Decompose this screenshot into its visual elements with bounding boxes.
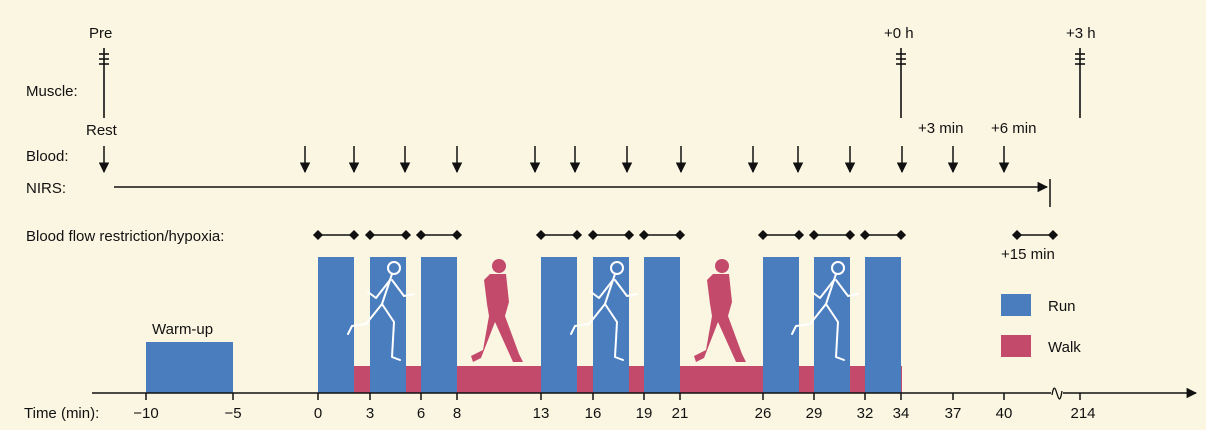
tick-label: 26: [755, 405, 772, 422]
run-bar: [541, 257, 577, 393]
plus-6min-label: +6 min: [991, 120, 1036, 137]
biopsy-marker-0h: [896, 48, 906, 118]
tick-label: 21: [672, 405, 689, 422]
run-bar: [370, 257, 406, 393]
runner-icon: [347, 261, 415, 361]
bfr-interval: [859, 229, 907, 241]
run-bar: [644, 257, 680, 393]
tick-label: 37: [945, 405, 962, 422]
nirs-label: NIRS:: [26, 180, 66, 197]
bfr-interval: [638, 229, 686, 241]
tick-label: 32: [857, 405, 874, 422]
muscle-label: Muscle:: [26, 83, 78, 100]
tick-label: 40: [996, 405, 1013, 422]
walker-icon: [471, 259, 523, 362]
runner-icon: [570, 261, 638, 361]
bfr-interval: [587, 229, 635, 241]
tick-label: 0: [314, 405, 322, 422]
bfr-interval: [415, 229, 463, 241]
plus-15min-label: +15 min: [1001, 246, 1055, 263]
rest-label: Rest: [86, 122, 118, 139]
run-bar: [421, 257, 457, 393]
biopsy-marker-3h: [1075, 48, 1085, 118]
runner-icon: [791, 261, 859, 361]
legend-walk-swatch: [1001, 335, 1031, 357]
blood-label: Blood:: [26, 148, 69, 165]
tick-label: 29: [806, 405, 823, 422]
plus-3min-label: +3 min: [918, 120, 963, 137]
warmup-label: Warm-up: [152, 321, 213, 338]
run-bars: [318, 257, 901, 393]
blood-sample-arrows: [98, 146, 1010, 174]
walker-icon: [694, 259, 746, 362]
tick-label: −10: [133, 405, 158, 422]
biopsy-marker-pre: [99, 48, 109, 118]
tick-label: 214: [1070, 405, 1095, 422]
tick-label: 34: [893, 405, 910, 422]
bfr-interval: [808, 229, 856, 241]
legend-walk-label: Walk: [1048, 339, 1081, 356]
bfr-interval: [757, 229, 805, 241]
bfr-intervals: [312, 229, 1059, 241]
bfr-interval: [312, 229, 360, 241]
bfr-interval: [1011, 229, 1059, 241]
legend-run-label: Run: [1048, 298, 1076, 315]
warmup-block: [146, 342, 233, 393]
plus-3h-label: +3 h: [1066, 25, 1096, 42]
tick-label: 13: [533, 405, 550, 422]
time-tick-labels: −10 −5 0 3 6 8 13 16 19 21 26 29 32 34 3…: [133, 405, 1095, 422]
bfr-interval: [364, 229, 412, 241]
tick-label: 8: [453, 405, 461, 422]
axis-break-icon: [1051, 383, 1063, 403]
tick-label: −5: [224, 405, 241, 422]
time-axis: [92, 387, 1198, 400]
run-bar: [593, 257, 629, 393]
nirs-line: [114, 179, 1051, 207]
tick-label: 6: [417, 405, 425, 422]
plus-0h-label: +0 h: [884, 25, 914, 42]
legend-run-swatch: [1001, 294, 1031, 316]
pre-label: Pre: [89, 25, 112, 42]
run-bar: [865, 257, 901, 393]
run-bar: [814, 257, 850, 393]
tick-label: 16: [585, 405, 602, 422]
tick-label: 3: [366, 405, 374, 422]
bfr-interval: [535, 229, 583, 241]
time-axis-label: Time (min):: [24, 405, 99, 422]
tick-label: 19: [636, 405, 653, 422]
run-bar: [763, 257, 799, 393]
bfr-label: Blood flow restriction/hypoxia:: [26, 228, 224, 245]
run-bar: [318, 257, 354, 393]
